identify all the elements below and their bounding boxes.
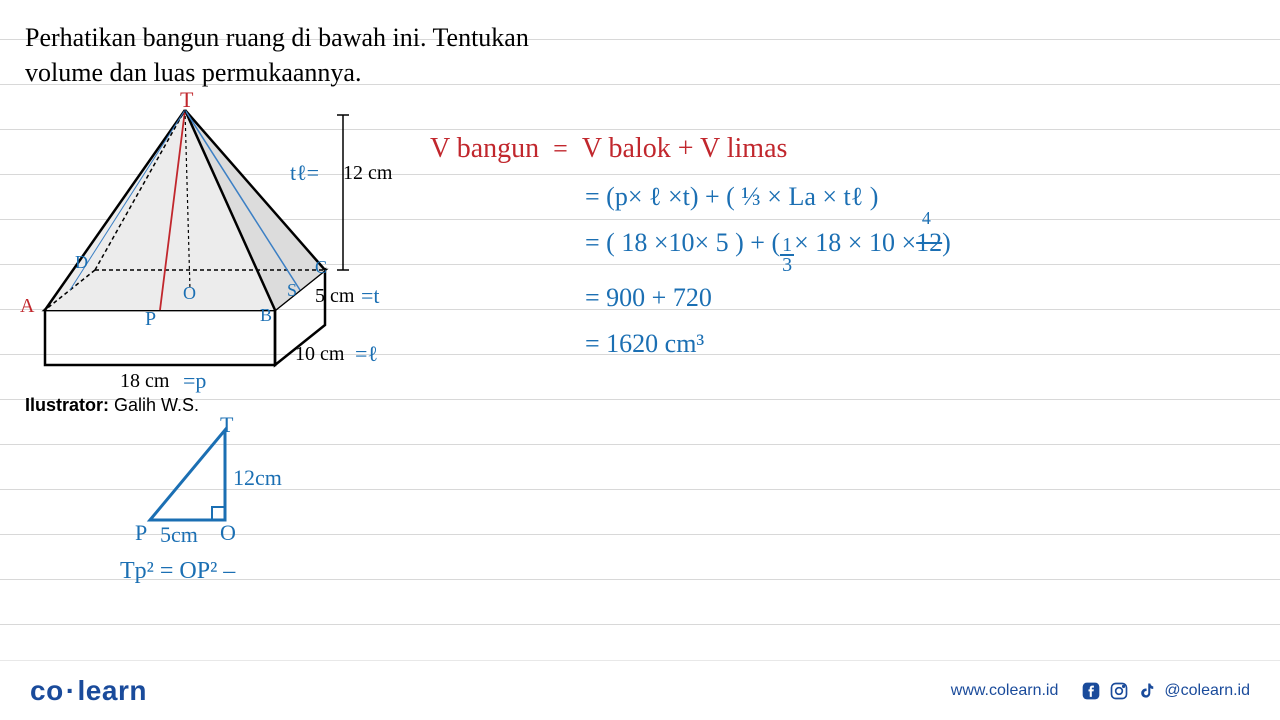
work-rhs: V balok + V limas bbox=[582, 125, 788, 173]
work-lhs: V bangun bbox=[430, 125, 539, 173]
footer-right: www.colearn.id @colearn.id bbox=[951, 680, 1250, 702]
work-line3b: × 18 × 10 × bbox=[794, 221, 916, 265]
calculation-work: V bangun = V balok + V limas = (p× ℓ ×t)… bbox=[430, 125, 951, 368]
illustrator-label: Ilustrator: bbox=[25, 395, 109, 415]
tri-height: 12cm bbox=[233, 465, 282, 491]
vertex-d-label: D bbox=[75, 252, 88, 273]
box-length: 18 cm bbox=[120, 370, 169, 393]
illustrator-name: Galih W.S. bbox=[114, 395, 199, 415]
question-line2: volume dan luas permukaannya. bbox=[25, 55, 529, 90]
apex-label: T bbox=[180, 87, 193, 113]
work-line5: = 1620 cm³ bbox=[585, 322, 704, 366]
footer-url: www.colearn.id bbox=[951, 682, 1059, 700]
work-line4: = 900 + 720 bbox=[585, 276, 712, 320]
tl-label: tℓ= bbox=[290, 160, 319, 186]
mid-p-label: P bbox=[145, 308, 156, 331]
social-icons: @colearn.id bbox=[1080, 680, 1250, 702]
tri-t: T bbox=[220, 412, 233, 438]
question-line1: Perhatikan bangun ruang di bawah ini. Te… bbox=[25, 20, 529, 55]
work-line3c: ) bbox=[942, 221, 951, 265]
footer-handle: @colearn.id bbox=[1164, 682, 1250, 700]
illustrator-credit: Ilustrator: Galih W.S. bbox=[25, 395, 199, 416]
tiktok-icon bbox=[1136, 680, 1158, 702]
mid-s-label: S bbox=[287, 280, 297, 301]
box-height: 5 cm bbox=[315, 285, 354, 308]
logo-learn: learn bbox=[78, 675, 147, 706]
diagram-svg bbox=[25, 95, 405, 395]
p-label: =p bbox=[183, 368, 206, 394]
correction-4: 4 bbox=[922, 203, 931, 234]
tri-o: O bbox=[220, 520, 236, 546]
pyramid-height: 12 cm bbox=[343, 162, 392, 185]
work-line2: = (p× ℓ ×t) + ( ⅓ × La × tℓ ) bbox=[585, 175, 878, 219]
center-o-label: O bbox=[183, 283, 196, 304]
one-third-fraction: 1 3 bbox=[780, 236, 794, 274]
facebook-icon bbox=[1080, 680, 1102, 702]
triangle-sketch: T P O 5cm 12cm Tp² = OP² – bbox=[130, 420, 350, 590]
brand-logo: co·learn bbox=[30, 675, 147, 707]
instagram-icon bbox=[1108, 680, 1130, 702]
logo-co: co bbox=[30, 675, 64, 706]
t-label: =t bbox=[361, 283, 380, 309]
vertex-a-label: A bbox=[20, 295, 34, 318]
work-line3a: = ( 18 ×10× 5 ) + ( bbox=[585, 221, 780, 265]
tri-base: 5cm bbox=[160, 522, 198, 548]
solid-diagram: T A B C D O P S tℓ= 12 cm 5 cm =t 10 cm … bbox=[25, 95, 405, 395]
box-width: 10 cm bbox=[295, 343, 344, 366]
l-label: =ℓ bbox=[355, 341, 378, 367]
tri-eq: Tp² = OP² – bbox=[120, 558, 235, 585]
footer-bar: co·learn www.colearn.id @colearn.id bbox=[0, 660, 1280, 720]
vertex-c-label: C bbox=[315, 257, 327, 278]
vertex-b-label: B bbox=[260, 305, 272, 326]
tri-p: P bbox=[135, 520, 147, 546]
question-text: Perhatikan bangun ruang di bawah ini. Te… bbox=[25, 20, 529, 90]
